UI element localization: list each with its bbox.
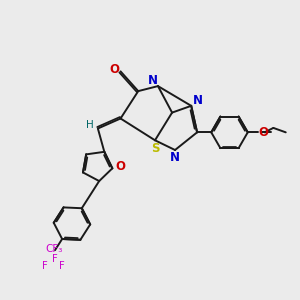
Text: F: F bbox=[59, 261, 65, 272]
Text: S: S bbox=[151, 142, 159, 155]
Text: F: F bbox=[52, 254, 57, 264]
Text: O: O bbox=[109, 63, 119, 76]
Text: F: F bbox=[42, 261, 48, 272]
Text: N: N bbox=[148, 74, 158, 87]
Text: N: N bbox=[193, 94, 203, 107]
Text: H: H bbox=[86, 120, 94, 130]
Text: CF₃: CF₃ bbox=[46, 244, 63, 254]
Text: O: O bbox=[258, 126, 268, 139]
Text: N: N bbox=[170, 151, 180, 164]
Text: O: O bbox=[116, 160, 126, 173]
